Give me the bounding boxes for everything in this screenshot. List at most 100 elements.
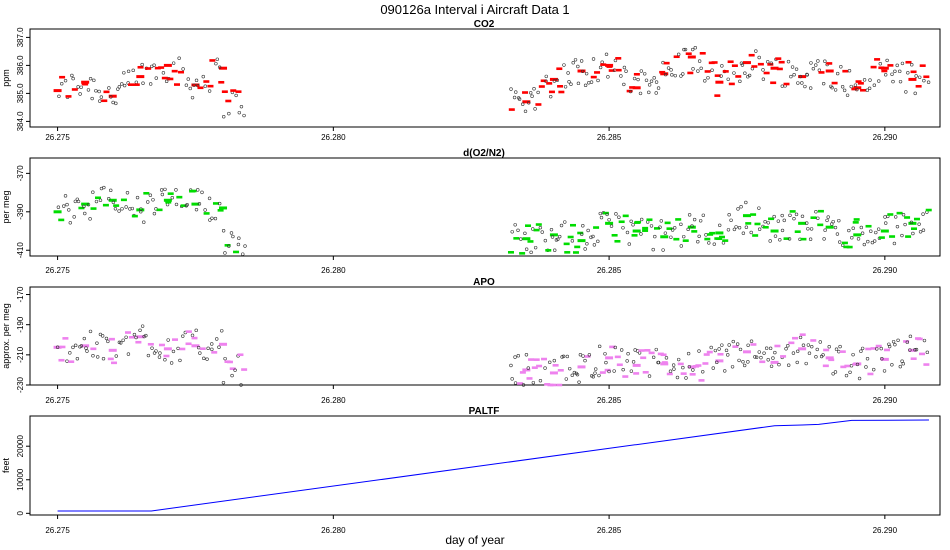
data-point — [60, 82, 64, 86]
data-point — [762, 351, 766, 355]
data-point — [872, 239, 877, 243]
data-point — [757, 55, 761, 60]
data-point — [859, 225, 864, 230]
data-point — [621, 367, 625, 372]
data-point — [901, 213, 906, 217]
data-point — [213, 216, 218, 221]
data-point — [607, 218, 611, 222]
data-point — [671, 363, 676, 367]
y-tick-label: -370 — [16, 165, 25, 182]
data-point — [830, 85, 834, 90]
data-point — [737, 226, 742, 230]
data-point — [679, 74, 683, 78]
data-point — [893, 342, 897, 347]
data-point — [165, 202, 170, 207]
data-point — [670, 228, 675, 232]
y-tick-label: -190 — [16, 316, 25, 333]
data-point — [717, 223, 722, 228]
data-point — [521, 102, 525, 106]
data-point — [91, 190, 95, 194]
data-point — [512, 95, 517, 100]
data-point — [529, 250, 533, 255]
data-point — [597, 344, 602, 349]
data-point — [210, 342, 214, 346]
data-point — [549, 227, 554, 232]
data-point — [809, 61, 813, 65]
data-point — [682, 234, 686, 239]
data-point — [890, 363, 894, 367]
data-point — [723, 369, 727, 373]
y-tick-label: 385.0 — [16, 83, 25, 104]
data-point — [524, 353, 529, 357]
data-point — [96, 355, 100, 359]
data-point — [741, 360, 745, 364]
data-point — [855, 87, 859, 92]
data-point — [865, 88, 870, 92]
data-point — [135, 195, 140, 200]
panel-3: APO approx. per meg 26.275 26.280 26.285 26.2… — [1, 277, 941, 405]
data-point — [766, 60, 770, 64]
data-point — [190, 95, 195, 100]
data-point — [663, 231, 668, 235]
data-point — [111, 100, 115, 105]
data-point — [901, 362, 905, 366]
data-point — [125, 191, 130, 195]
data-point — [706, 76, 710, 80]
data-point — [670, 73, 674, 77]
data-point — [891, 79, 895, 84]
data-point — [566, 71, 570, 75]
data-point — [94, 199, 99, 204]
data-point — [568, 366, 572, 371]
data-point — [62, 204, 66, 208]
panel-title: APO — [473, 277, 495, 288]
data-point — [207, 196, 212, 201]
data-point — [862, 242, 867, 247]
data-point — [651, 355, 656, 359]
plot-frame — [29, 157, 941, 257]
data-point — [111, 200, 116, 205]
data-point — [227, 244, 231, 248]
data-point — [550, 235, 555, 239]
data-point — [529, 91, 533, 95]
data-point — [739, 205, 743, 209]
data-point — [769, 364, 774, 368]
data-point — [197, 202, 202, 206]
data-point — [85, 349, 89, 353]
data-point — [174, 202, 179, 207]
data-point — [847, 228, 851, 233]
data-point — [72, 215, 76, 219]
data-point — [780, 84, 784, 88]
data-point — [830, 222, 834, 226]
data-point — [909, 220, 914, 225]
data-point — [160, 192, 165, 197]
data-point — [210, 216, 214, 220]
y-tick-label: 384.0 — [16, 111, 25, 132]
data-point — [780, 213, 784, 218]
data-point — [914, 74, 918, 78]
data-point — [521, 383, 526, 387]
data-point — [132, 332, 137, 337]
data-point — [141, 81, 145, 85]
data-point — [78, 92, 82, 96]
data-point — [905, 340, 910, 344]
data-point — [869, 229, 873, 233]
data-point — [126, 352, 131, 356]
data-point — [766, 358, 770, 362]
data-point — [710, 68, 714, 72]
data-point — [744, 225, 749, 229]
data-point — [71, 345, 75, 350]
data-point — [104, 336, 109, 341]
x-tick-label: 26.285 — [597, 396, 622, 405]
data-point — [792, 216, 796, 221]
x-tick-label: 26.275 — [45, 133, 70, 142]
data-point — [139, 207, 143, 211]
data-point — [744, 200, 748, 205]
data-point — [217, 345, 221, 349]
data-point — [837, 240, 842, 244]
data-point — [686, 351, 691, 356]
data-point — [220, 329, 224, 333]
data-point — [509, 363, 513, 368]
data-point — [98, 198, 103, 202]
data-point — [239, 383, 243, 387]
data-point — [523, 109, 528, 114]
